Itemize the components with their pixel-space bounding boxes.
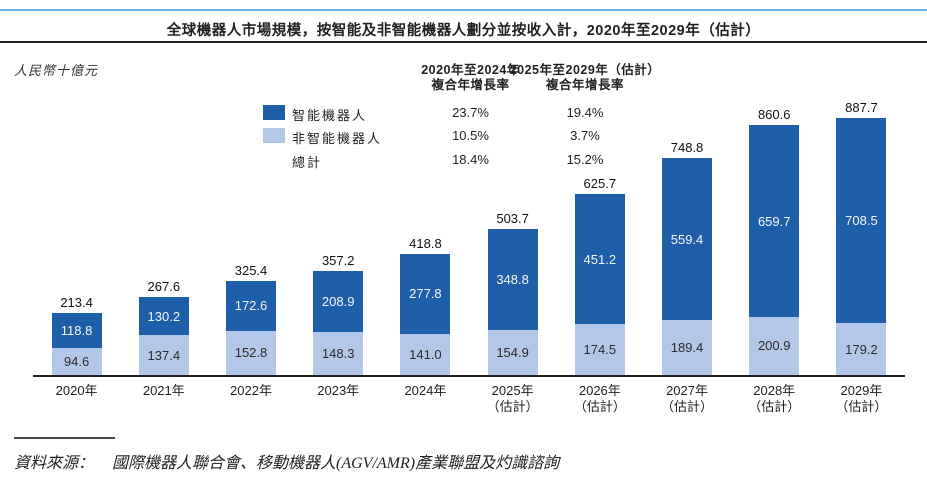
non-intelligent-segment: 152.8 [226,330,276,375]
intelligent-segment: 659.7 [749,125,800,317]
y-axis-unit-label: 人民幣十億元 [14,63,99,78]
total-value-label: 357.2 [321,253,355,269]
bar-column: 418.8 277.8 141.0 [382,236,469,375]
legend-label-intelligent: 智能機器人 [292,108,368,123]
total-value-label: 503.7 [496,210,529,226]
source-note-label: 資料來源： [14,455,95,472]
non-intelligent-segment: 94.6 [51,347,102,375]
intelligent-segment: 708.5 [836,117,887,323]
legend-label-total: 總計 [292,155,323,170]
cagr-intelligent-2020-2024: 23.7% [452,105,489,120]
x-axis-label: 2029年 （估計） [835,383,888,414]
bar-column: 267.6 130.2 137.4 [120,279,207,375]
intelligent-segment: 208.9 [313,271,364,332]
bar-column: 325.4 172.6 152.8 [207,263,294,375]
non-intelligent-segment: 189.4 [662,320,713,375]
total-value-label: 625.7 [583,175,617,191]
x-axis-label: 2027年 （估計） [661,383,714,414]
bar-column: 860.6 659.7 200.9 [731,107,818,375]
x-axis-label: 2025年 （估計） [486,383,539,414]
bar-column: 357.2 208.9 148.3 [295,253,382,375]
x-axis-label: 2028年 （估計） [748,383,801,414]
bar-column: 887.7 708.5 179.2 [818,99,905,375]
x-axis-label: 2023年 [317,383,360,398]
intelligent-segment: 277.8 [400,253,451,335]
intelligent-segment: 130.2 [138,297,189,336]
x-axis-label: 2022年 [230,383,272,398]
top-accent-rule [0,9,927,11]
x-axis-label: 2024年 [404,383,447,398]
bar-column: 625.7 451.2 174.5 [556,176,643,375]
footnote-rule [14,437,115,439]
non-intelligent-segment: 148.3 [313,332,364,375]
bar-column: 503.7 348.8 154.9 [469,211,556,375]
bar-column: 213.4 118.8 94.6 [33,295,120,375]
cagr-intelligent-2025-2029: 19.4% [566,105,604,120]
legend-label-non-intelligent: 非智能機器人 [292,131,383,146]
title-divider-rule [0,41,927,43]
cagr-header-2025-2029-line2: 複合年增長率 [545,78,624,92]
total-value-label: 325.4 [234,262,268,278]
source-note: 資料來源： 國際機器人聯合會、移動機器人(AGV/AMR)產業聯盟及灼識諮詢 [14,449,559,473]
non-intelligent-segment: 141.0 [400,334,451,375]
intelligent-segment: 348.8 [487,228,538,331]
intelligent-segment: 118.8 [51,313,102,348]
x-axis-label: 2026年 （估計） [573,383,626,414]
non-intelligent-segment: 137.4 [138,335,189,375]
non-intelligent-segment: 200.9 [749,316,800,375]
non-intelligent-segment: 174.5 [574,324,625,375]
total-value-label: 860.6 [757,107,791,123]
x-axis-label: 2020年 [55,383,98,398]
intelligent-segment: 451.2 [574,193,625,325]
chart-title: 全球機器人市場規模，按智能及非智能機器人劃分並按收入計，2020年至2029年（… [166,23,761,39]
source-note-text: 國際機器人聯合會、移動機器人(AGV/AMR)產業聯盟及灼識諮詢 [112,455,560,472]
intelligent-segment: 559.4 [662,157,713,321]
total-value-label: 418.8 [409,235,442,251]
legend-swatch-intelligent [263,105,285,120]
cagr-total-2025-2029: 15.2% [566,152,604,167]
cagr-header-2020-2024-line2: 複合年增長率 [431,78,510,92]
intelligent-segment: 172.6 [226,280,276,331]
stacked-bar-chart: 213.4 118.8 94.6 267.6 130.2 137.4 325.4 172.6 1… [33,58,905,377]
cagr-non-intelligent-2025-2029: 3.7% [570,128,600,143]
total-value-label: 267.6 [147,279,181,295]
cagr-header-2025-2029-line1: 2025年至2029年（估計） [509,63,661,77]
total-value-label: 887.7 [845,99,878,115]
non-intelligent-segment: 154.9 [487,330,538,375]
cagr-header-2025-2029: 2025年至2029年（估計） 複合年增長率 [497,63,673,93]
bar-column: 748.8 559.4 189.4 [643,140,730,375]
x-axis-label: 2021年 [142,383,185,398]
legend-swatch-non-intelligent [263,128,285,143]
cagr-header-2020-2024-line1: 2020年至2024年 [421,63,520,77]
non-intelligent-segment: 179.2 [836,323,887,375]
cagr-total-2020-2024: 18.4% [452,152,489,167]
total-value-label: 213.4 [60,295,93,311]
total-value-label: 748.8 [670,139,704,155]
cagr-header-2020-2024: 2020年至2024年 複合年增長率 [398,63,543,93]
x-axis-labels: 2020年 2021年 2022年 2023年 2024年 2025年 （估計） 2026年（… [33,383,905,415]
cagr-non-intelligent-2020-2024: 10.5% [452,128,489,143]
